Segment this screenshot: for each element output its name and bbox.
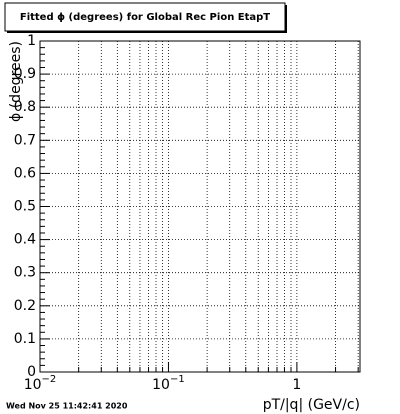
y-tick-label: 0.2: [14, 298, 36, 314]
y-tick-label: 0.1: [14, 331, 36, 347]
title-box: [4, 2, 286, 32]
plot-frame: [39, 40, 361, 373]
x-axis-label: pT/|q| (GeV/c): [263, 397, 360, 413]
y-tick-label: 0.4: [14, 232, 36, 248]
y-axis-label: ϕ (degrees): [8, 41, 24, 122]
x-tick-label: 1: [292, 377, 301, 393]
y-tick-label: 0.3: [14, 265, 36, 281]
x-tick-label: 10−2: [24, 374, 57, 393]
x-tick-base: 10: [152, 377, 170, 393]
y-tick-label: 1: [27, 33, 36, 49]
y-tick-label: 0.8: [14, 99, 36, 115]
y-tick-label: 0: [27, 364, 36, 380]
x-tick-exponent: −1: [170, 374, 185, 385]
x-tick-label: 10−1: [152, 374, 185, 393]
y-tick-label: 0.9: [14, 66, 36, 82]
title-shadow: [7, 31, 287, 33]
x-tick-exponent: −2: [42, 374, 57, 385]
title-shadow: [285, 5, 287, 33]
y-tick-label: 0.6: [14, 165, 36, 181]
chart-title: Fitted ϕ (degrees) for Global Rec Pion E…: [20, 12, 270, 23]
y-tick-label: 0.7: [14, 132, 36, 148]
y-tick-label: 0.5: [14, 199, 36, 215]
x-tick-base: 10: [24, 377, 42, 393]
timestamp: Wed Nov 25 11:42:41 2020: [6, 402, 128, 411]
